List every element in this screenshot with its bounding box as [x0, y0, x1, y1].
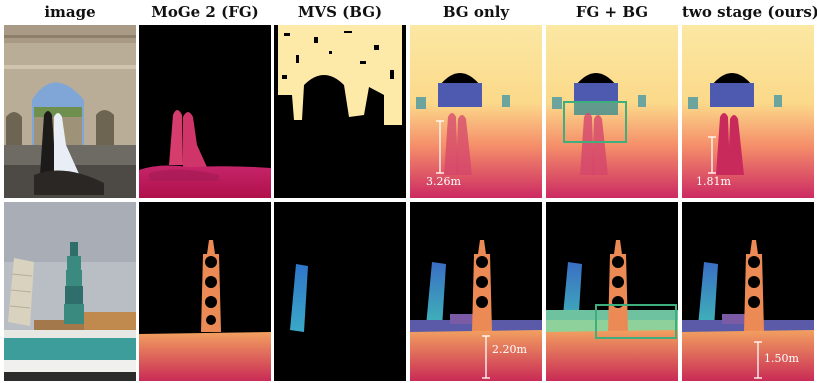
row1-moge-fg-depth — [139, 25, 271, 198]
row1-bg-only-measurement: 3.26m — [426, 175, 461, 188]
row1-highlight-box — [563, 101, 627, 143]
column-header-image: image — [44, 3, 96, 21]
column-header-fg-bg: FG + BG — [575, 3, 649, 21]
row2-two-stage-measurement: 1.50m — [764, 352, 799, 365]
row2-fg-bg-depth — [546, 202, 678, 381]
column-header-two-stage: two stage (ours) — [682, 3, 817, 21]
row2-moge-fg-depth — [139, 202, 271, 381]
column-header-moge: MoGe 2 (FG) — [151, 3, 259, 21]
column-header-bg-only: BG only — [442, 3, 510, 21]
row2-two-stage-depth: 1.50m — [682, 202, 814, 381]
row1-fg-bg-depth — [546, 25, 678, 198]
row2-bg-only-measurement: 2.20m — [492, 343, 527, 356]
row1-input-photo — [4, 25, 136, 198]
row2-input-photo — [4, 202, 136, 381]
row1-mvs-bg-depth — [274, 25, 406, 198]
row2-highlight-box — [595, 304, 677, 339]
row1-two-stage-depth: 1.81m — [682, 25, 814, 198]
row2-bg-only-depth: 2.20m — [410, 202, 542, 381]
row1-bg-only-depth: 3.26m — [410, 25, 542, 198]
row2-mvs-bg-depth — [274, 202, 406, 381]
column-header-mvs: MVS (BG) — [297, 3, 383, 21]
row1-two-stage-measurement: 1.81m — [696, 175, 731, 188]
